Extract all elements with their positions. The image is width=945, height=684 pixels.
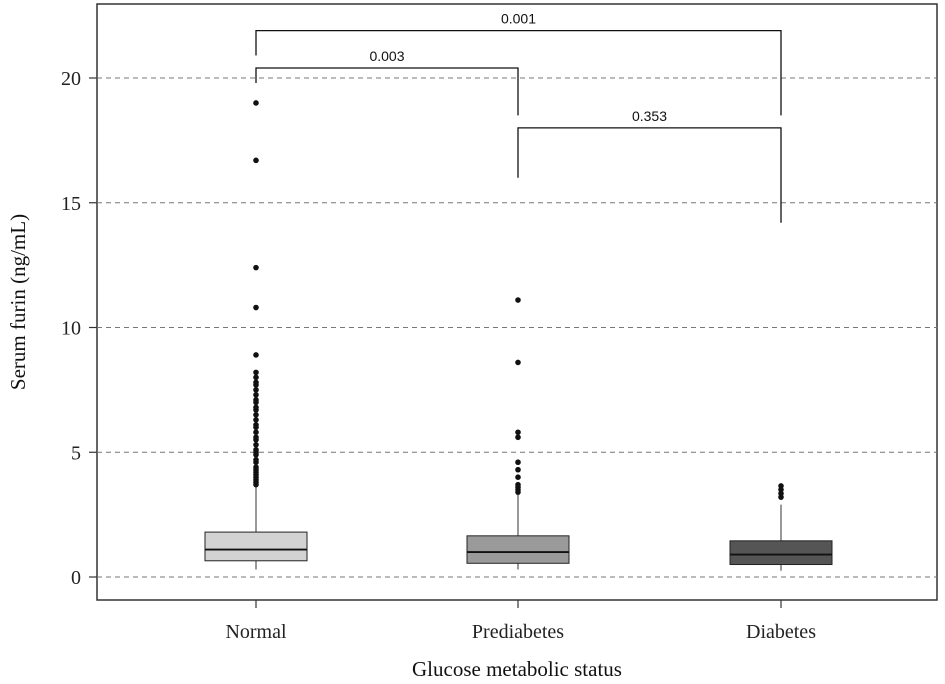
- x-tick-label-prediabetes: Prediabetes: [472, 621, 564, 643]
- bracket-normal-prediabetes: [255, 67, 519, 116]
- outlier-normal-27: [253, 459, 259, 466]
- outlier-prediabetes-4: [515, 459, 521, 466]
- bracket-normal-diabetes: [255, 29, 782, 116]
- outlier-prediabetes-2: [515, 429, 521, 436]
- outlier-diabetes-3: [778, 494, 784, 500]
- outlier-normal-3: [253, 304, 259, 311]
- box-diabetes: [729, 540, 833, 566]
- y-axis: 0 5 10 15 20: [61, 68, 97, 589]
- outlier-normal-12: [253, 399, 259, 406]
- outlier-normal-15: [253, 412, 259, 418]
- p-value-label-1: 0.003: [369, 48, 404, 64]
- y-tick-label-20: 20: [61, 68, 81, 90]
- outlier-normal-8: [253, 382, 259, 388]
- outlier-normal-5: [253, 369, 259, 376]
- p-value-label-2: 0.353: [632, 108, 667, 124]
- plot-frame: [96, 3, 938, 601]
- outlier-normal-21: [253, 436, 259, 443]
- outliers: [253, 100, 784, 500]
- y-tick-label-0: 0: [71, 567, 81, 589]
- outlier-prediabetes-5: [515, 466, 521, 473]
- boxes: [204, 487, 833, 571]
- y-axis-title: Serum furin (ng/mL): [6, 214, 30, 390]
- p-value-label-0: 0.001: [501, 11, 536, 27]
- y-tick-label-5: 5: [71, 442, 81, 464]
- comparison-brackets: 0.001 0.003 0.353: [255, 11, 782, 223]
- box-normal: [204, 531, 308, 562]
- outlier-normal-16: [253, 417, 259, 423]
- outlier-normal-10: [253, 392, 259, 398]
- outlier-normal-14: [253, 407, 259, 413]
- x-axis: Normal Prediabetes Diabetes: [225, 600, 816, 643]
- outlier-normal-9: [253, 387, 259, 393]
- outlier-normal-0: [253, 100, 259, 106]
- outlier-prediabetes-6: [515, 474, 521, 481]
- outlier-normal-25: [253, 451, 259, 458]
- y-tick-label-10: 10: [61, 318, 81, 340]
- grid-lines: [97, 77, 937, 578]
- outlier-normal-18: [253, 424, 259, 431]
- bracket-prediabetes-diabetes: [517, 127, 782, 223]
- outlier-normal-22: [253, 441, 259, 448]
- outlier-normal-2: [253, 264, 259, 271]
- y-tick-label-15: 15: [61, 193, 81, 215]
- x-tick-label-normal: Normal: [225, 621, 287, 643]
- outlier-normal-4: [253, 352, 259, 358]
- outlier-prediabetes-1: [515, 359, 521, 366]
- outlier-normal-6: [253, 374, 259, 381]
- outlier-prediabetes-10: [515, 489, 521, 495]
- outlier-prediabetes-0: [515, 297, 521, 303]
- outlier-normal-35: [253, 481, 259, 488]
- x-axis-title: Glucose metabolic status: [412, 657, 622, 681]
- outlier-prediabetes-3: [515, 434, 521, 441]
- box-prediabetes: [466, 535, 570, 564]
- outlier-normal-19: [253, 429, 259, 436]
- x-tick-label-diabetes: Diabetes: [746, 621, 816, 643]
- outlier-normal-1: [253, 157, 259, 164]
